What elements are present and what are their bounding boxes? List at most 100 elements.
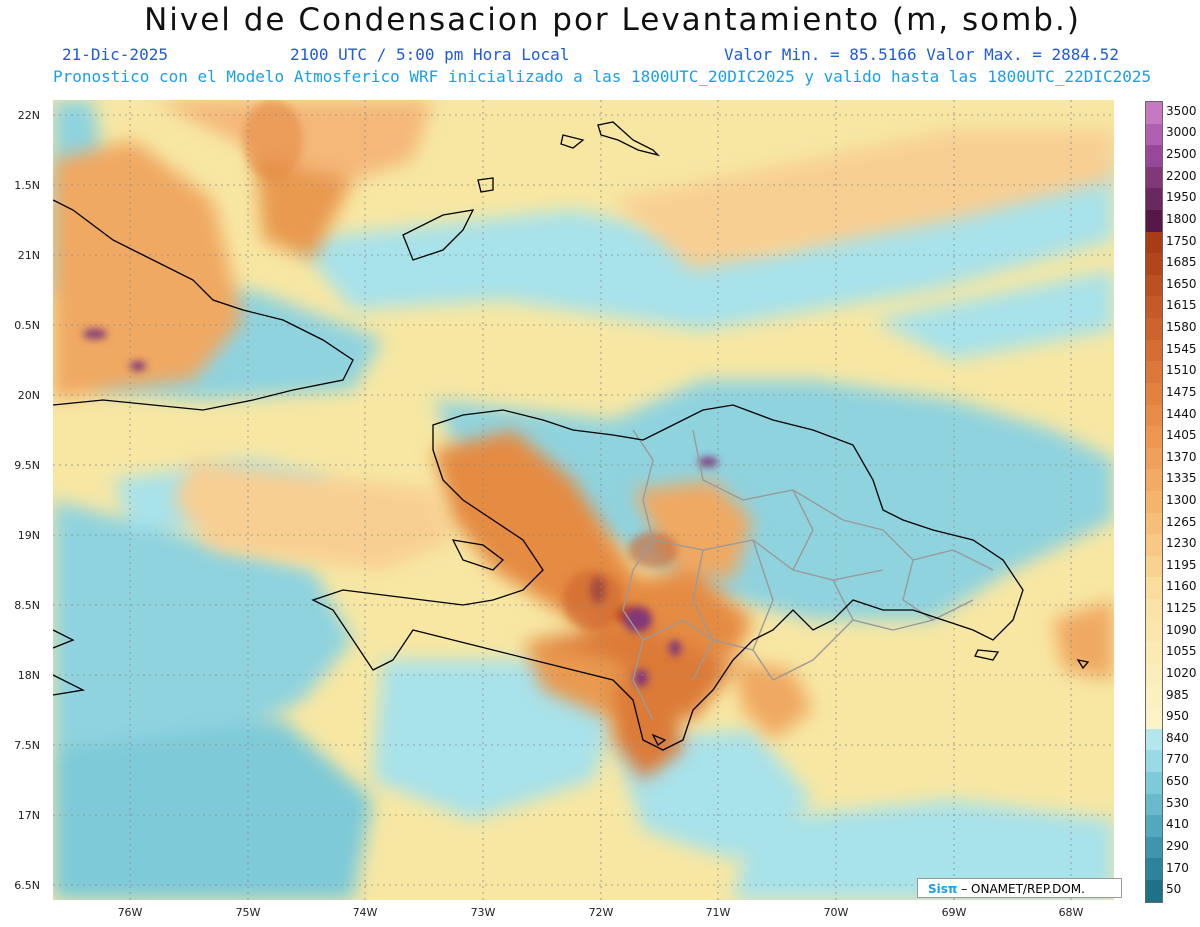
color-scale-label: 1650: [1166, 276, 1197, 291]
color-scale-swatch: [1146, 123, 1162, 146]
province-boundaries: [622, 429, 994, 721]
color-scale-label: 3500: [1166, 103, 1197, 118]
color-scale-label: 1265: [1166, 514, 1197, 529]
color-scale-swatch: [1146, 599, 1162, 621]
lcl-map: [53, 100, 1114, 900]
color-scale-swatch: [1146, 231, 1162, 254]
color-scale-label: 1615: [1166, 298, 1197, 313]
color-scale-label: 1300: [1166, 493, 1197, 507]
jamaica-tip-2: [53, 674, 86, 696]
color-scale-label: 1440: [1166, 406, 1197, 421]
coastlines: [53, 121, 1090, 751]
color-scale-label: 1750: [1166, 233, 1197, 248]
color-scale-swatch: [1146, 642, 1162, 664]
sispi-logo: Sisπ: [928, 882, 958, 896]
gonave-island: [451, 539, 504, 571]
color-scale-label: 3000: [1166, 125, 1197, 140]
color-scale-label: 650: [1166, 774, 1189, 789]
y-axis-label: 22N: [17, 109, 40, 122]
color-scale-swatch: [1146, 447, 1162, 470]
color-scale-bar: [1145, 101, 1163, 903]
color-scale-swatch: [1146, 858, 1162, 880]
x-axis-label: 69W: [941, 906, 967, 919]
color-scale-swatch: [1146, 166, 1162, 189]
x-axis-label: 68W: [1058, 906, 1084, 919]
color-scale-swatch: [1146, 469, 1162, 491]
y-axis-label: 9.5N: [14, 459, 40, 472]
y-axis-label: 6.5N: [14, 879, 40, 892]
map-canvas: [53, 100, 1114, 900]
x-axis-label: 73W: [470, 906, 496, 919]
y-axis-label: 0.5N: [14, 319, 40, 332]
hispaniola-coast: [311, 404, 1024, 751]
model-run-info: Pronostico con el Modelo Atmosferico WRF…: [53, 67, 1152, 86]
color-scale-swatch: [1146, 404, 1162, 427]
color-scale-label: 1020: [1166, 665, 1197, 680]
forecast-time: 2100 UTC / 5:00 pm Hora Local: [290, 45, 570, 64]
color-scale-swatch: [1146, 339, 1162, 362]
color-scale-label: 410: [1166, 817, 1189, 832]
color-scale-label: 1195: [1166, 557, 1197, 572]
color-scale-label: 1230: [1166, 536, 1197, 551]
color-scale-label: 290: [1166, 838, 1189, 853]
color-scale-label: 1160: [1166, 579, 1197, 594]
color-scale-label: 985: [1166, 687, 1189, 702]
color-scale-label: 1090: [1166, 622, 1197, 637]
color-scale-swatch: [1146, 577, 1162, 600]
x-axis-label: 72W: [588, 906, 614, 919]
bahamas-island-2: [477, 177, 494, 193]
color-scale-label: 840: [1166, 730, 1189, 745]
color-scale-swatch: [1146, 512, 1162, 535]
cuba-coast: [53, 199, 354, 411]
color-scale-swatch: [1146, 771, 1162, 794]
color-scale-swatch: [1146, 210, 1162, 232]
color-scale-label: 770: [1166, 752, 1189, 767]
color-scale-swatch: [1146, 490, 1162, 513]
color-scale-swatch: [1146, 815, 1162, 837]
color-scale-swatch: [1146, 188, 1162, 211]
color-scale-label: 1510: [1166, 363, 1197, 378]
color-scale-label: 950: [1166, 709, 1189, 724]
forecast-date: 21-Dic-2025: [62, 45, 168, 64]
color-scale-swatch: [1146, 879, 1162, 902]
color-scale-label: 1405: [1166, 428, 1197, 443]
y-axis-label: 8.5N: [14, 599, 40, 612]
color-scale-swatch: [1146, 382, 1162, 405]
bahamas-island-1: [402, 209, 475, 261]
color-scale-swatch: [1146, 534, 1162, 556]
color-scale-label: 1055: [1166, 644, 1197, 659]
color-scale-label: 1125: [1166, 601, 1197, 616]
color-scale-swatch: [1146, 728, 1162, 751]
color-scale-label: 1370: [1166, 449, 1197, 464]
x-axis-label: 71W: [705, 906, 731, 919]
color-scale-swatch: [1146, 620, 1162, 643]
color-scale-swatch: [1146, 750, 1162, 772]
color-scale-label: 1545: [1166, 341, 1197, 356]
color-scale-swatch: [1146, 361, 1162, 383]
y-axis-label: 18N: [17, 669, 40, 682]
beata-island: [651, 733, 667, 746]
color-scale-swatch: [1146, 555, 1162, 578]
y-axis-label: 7.5N: [14, 739, 40, 752]
x-axis-label: 76W: [117, 906, 143, 919]
bahamas-island-4: [597, 121, 661, 157]
map-title: Nivel de Condensacion por Levantamiento …: [144, 2, 1081, 38]
color-scale-label: 1800: [1166, 211, 1197, 226]
bahamas-island-3: [560, 134, 585, 149]
color-scale-label: 1685: [1166, 255, 1197, 270]
credit-text: – ONAMET/REP.DOM.: [961, 882, 1085, 896]
color-scale-label: 2200: [1166, 168, 1197, 183]
graticule: [53, 100, 1114, 900]
x-axis-label: 70W: [823, 906, 849, 919]
color-scale-swatch: [1146, 296, 1162, 319]
color-scale-swatch: [1146, 274, 1162, 297]
color-scale-swatch: [1146, 318, 1162, 340]
color-scale-label: 1950: [1166, 190, 1197, 205]
color-scale-label: 530: [1166, 795, 1189, 810]
color-scale-label: 1580: [1166, 320, 1197, 335]
color-scale-label: 50: [1166, 882, 1182, 897]
color-scale-label: 1475: [1166, 384, 1197, 399]
color-scale-swatch: [1146, 836, 1162, 859]
field-dark-cells: [83, 100, 718, 687]
x-axis-label: 75W: [235, 906, 261, 919]
